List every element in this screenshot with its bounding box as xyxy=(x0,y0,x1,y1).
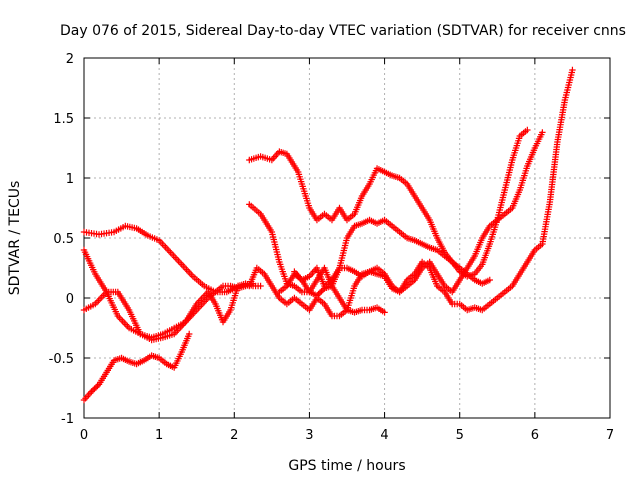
plot-frame xyxy=(83,57,611,419)
data-point xyxy=(89,386,97,394)
series-track-6 xyxy=(246,126,531,299)
x-tick-label: 4 xyxy=(380,428,388,443)
x-tick-label: 3 xyxy=(305,428,313,443)
y-tick-label: 0.5 xyxy=(53,232,74,247)
x-tick-label: 6 xyxy=(531,428,539,443)
x-axis-label: GPS time / hours xyxy=(288,458,405,474)
data-point xyxy=(186,330,193,338)
series-track-7 xyxy=(276,129,546,296)
x-tick-labels: 0 1 2 3 4 5 6 7 xyxy=(80,428,614,443)
y-tick-label: -1 xyxy=(61,412,74,427)
x-tick-label: 2 xyxy=(230,428,238,443)
series-track-8 xyxy=(246,264,388,320)
data-point xyxy=(381,309,388,316)
data-point xyxy=(91,385,98,392)
y-tick-label: 1 xyxy=(66,172,74,187)
data-point xyxy=(569,66,576,74)
data-point xyxy=(94,382,101,390)
y-tick-label: 0 xyxy=(66,292,74,307)
x-tick-label: 7 xyxy=(606,428,614,443)
data-point xyxy=(257,282,264,290)
y-tick-label: -0.5 xyxy=(49,352,74,367)
y-tick-label: 1.5 xyxy=(53,112,74,127)
data-point xyxy=(92,384,100,391)
data-point xyxy=(318,288,325,295)
data-point xyxy=(486,276,493,284)
series-track-3 xyxy=(80,280,264,344)
data-point xyxy=(315,290,322,298)
x-tick-label: 1 xyxy=(155,428,163,443)
data-point xyxy=(524,126,531,134)
data-point xyxy=(316,289,324,296)
series-track-9 xyxy=(291,66,576,314)
data-point xyxy=(319,286,327,294)
x-tick-label: 0 xyxy=(80,428,88,443)
y-tick-labels: -1 -0.5 0 0.5 1 1.5 2 xyxy=(49,52,74,427)
chart-title: Day 076 of 2015, Sidereal Day-to-day VTE… xyxy=(60,23,626,39)
data-points xyxy=(80,66,576,404)
data-point xyxy=(88,388,95,395)
y-axis-label: SDTVAR / TECUs xyxy=(7,181,23,296)
data-point xyxy=(539,129,546,136)
y-tick-label: 2 xyxy=(66,52,74,67)
x-tick-label: 5 xyxy=(456,428,464,443)
series-track-2 xyxy=(80,246,257,341)
series-track-4 xyxy=(80,330,193,404)
